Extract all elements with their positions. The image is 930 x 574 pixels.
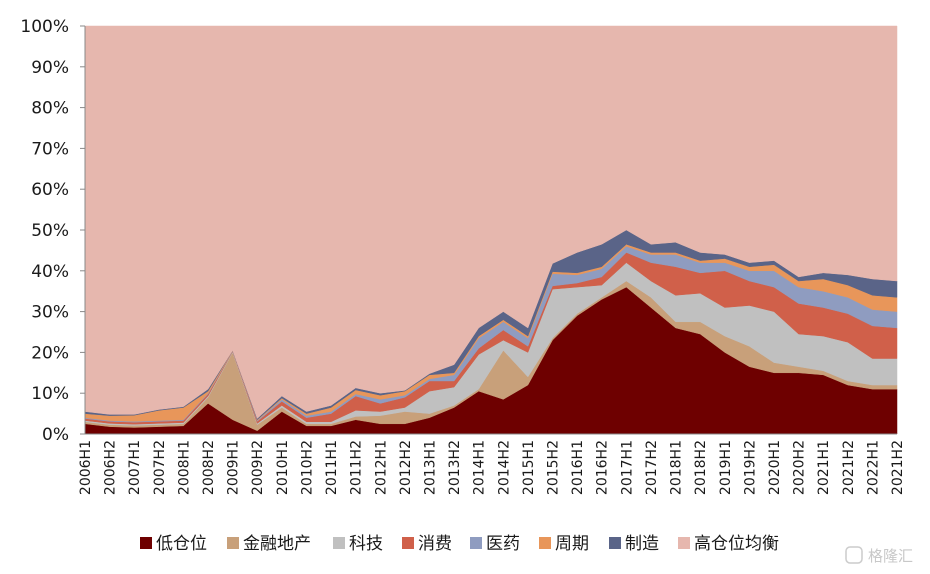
legend-swatch <box>539 537 551 549</box>
x-tick-label: 2018H1 <box>669 440 685 495</box>
y-tick-labels: 0% 10% 20% 30% 40% 50% 60% 70% 80% 90% 100% <box>20 17 85 445</box>
x-tick-label: 2019H2 <box>742 440 758 495</box>
legend-label: 消费 <box>418 534 452 554</box>
x-tick-label: 2007H1 <box>127 440 143 495</box>
x-tick-label: 2011H2 <box>349 440 365 495</box>
legend-swatch <box>333 537 345 549</box>
y-tick-label: 20% <box>31 343 69 363</box>
legend-swatch <box>470 537 482 549</box>
x-tick-label: 2014H1 <box>472 440 488 495</box>
watermark-text: 格隆汇 <box>868 547 913 565</box>
y-tick-label: 40% <box>31 262 69 282</box>
x-tick-label: 2014H2 <box>496 440 512 495</box>
x-tick-label: 2010H1 <box>275 440 291 495</box>
x-tick-label: 2022H1 <box>865 440 881 495</box>
legend-swatch <box>609 537 621 549</box>
x-tick-label: 2015H1 <box>521 440 537 495</box>
legend-swatch <box>402 537 414 549</box>
x-tick-label: 2012H1 <box>373 440 389 495</box>
x-tick-label: 2009H1 <box>226 440 242 495</box>
x-tick-label: 2020H2 <box>792 440 808 495</box>
y-tick-label: 100% <box>20 17 69 37</box>
y-tick-label: 30% <box>31 303 69 323</box>
x-tick-label: 2017H1 <box>619 440 635 495</box>
x-tick-label: 2009H2 <box>250 440 266 495</box>
x-tick-label: 2019H1 <box>718 440 734 495</box>
x-tick-label: 2006H1 <box>78 440 94 495</box>
legend-label: 科技 <box>349 534 383 554</box>
y-tick-label: 50% <box>31 221 69 241</box>
legend-label: 医药 <box>486 534 520 554</box>
x-tick-label: 2012H2 <box>398 440 414 495</box>
x-tick-label: 2007H2 <box>152 440 168 495</box>
x-tick-label: 2016H1 <box>570 440 586 495</box>
x-tick-label: 2017H2 <box>644 440 660 495</box>
legend-swatch <box>678 537 690 549</box>
x-tick-label: 2008H1 <box>176 440 192 495</box>
x-tick-label: 2021H2 <box>841 440 857 495</box>
legend-label: 低仓位 <box>156 534 207 554</box>
y-tick-label: 60% <box>31 180 69 200</box>
x-tick-label: 2010H2 <box>299 440 315 495</box>
x-tick-label: 2013H1 <box>422 440 438 495</box>
y-tick-label: 80% <box>31 99 69 119</box>
legend-label: 金融地产 <box>243 534 311 554</box>
legend-label: 高仓位均衡 <box>694 534 779 554</box>
x-tick-label: 2016H2 <box>595 440 611 495</box>
y-tick-label: 90% <box>31 58 69 78</box>
x-tick-label: 2011H1 <box>324 440 340 495</box>
x-tick-label: 2021H2 <box>890 440 906 495</box>
x-tick-label: 2018H2 <box>693 440 709 495</box>
x-tick-label: 2015H2 <box>546 440 562 495</box>
legend-swatch <box>227 537 239 549</box>
watermark: 格隆汇 <box>845 546 913 565</box>
x-tick-label: 2008H2 <box>201 440 217 495</box>
area-series-7 <box>84 25 898 419</box>
x-tick-label: 2021H1 <box>816 440 832 495</box>
legend-label: 周期 <box>555 534 589 554</box>
x-tick-label: 2013H2 <box>447 440 463 495</box>
legend-swatch <box>140 537 152 549</box>
x-tick-labels: 2006H1 2006H2 2007H1 2007H2 2008H1 2008H2 2009… <box>78 440 906 495</box>
y-tick-label: 70% <box>31 139 69 159</box>
legend-label: 制造 <box>625 534 659 554</box>
legend: 低仓位 金融地产 科技 消费 医药 周期 制造 高仓位均衡 <box>140 534 779 554</box>
x-tick-label: 2020H1 <box>767 440 783 495</box>
x-tick-label: 2006H2 <box>103 440 119 495</box>
y-tick-label: 0% <box>42 425 69 445</box>
series-areas <box>84 25 898 435</box>
y-tick-label: 10% <box>31 384 69 404</box>
watermark-logo-icon <box>845 546 863 564</box>
